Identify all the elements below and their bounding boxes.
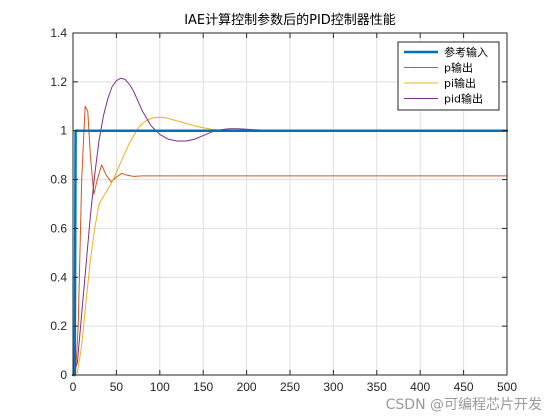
y-tick-label: 1 xyxy=(60,124,67,138)
chart-title: IAE计算控制参数后的PID控制器性能 xyxy=(184,12,396,28)
legend-label: 参考输入 xyxy=(444,45,488,59)
x-tick-label: 400 xyxy=(410,380,430,394)
x-tick-label: 150 xyxy=(193,380,213,394)
x-tick-label: 250 xyxy=(280,380,300,394)
watermark: CSDN @可编程芯片开发 xyxy=(385,397,542,413)
x-tick-label: 450 xyxy=(454,380,474,394)
x-tick-label: 200 xyxy=(237,380,257,394)
y-tick-label: 0.4 xyxy=(50,270,67,284)
x-tick-label: 300 xyxy=(323,380,343,394)
legend-label: pid输出 xyxy=(444,92,483,106)
y-tick-label: 0.6 xyxy=(50,221,67,235)
legend-label: pi输出 xyxy=(444,76,476,90)
axis-ticks: 0 50 100 150 200 250 300 350 400 450 500 0 0.2 0.4 0.6… xyxy=(50,26,517,394)
y-tick-label: 0.8 xyxy=(50,173,67,187)
legend-label: p输出 xyxy=(444,61,473,75)
y-tick-label: 0 xyxy=(60,368,67,382)
x-tick-label: 50 xyxy=(110,380,124,394)
y-tick-label: 1.2 xyxy=(50,75,67,89)
x-tick-label: 100 xyxy=(150,380,170,394)
y-tick-label: 0.2 xyxy=(50,319,67,333)
x-tick-label: 500 xyxy=(497,380,517,394)
y-tick-label: 1.4 xyxy=(50,26,67,40)
x-tick-label: 0 xyxy=(70,380,77,394)
x-tick-label: 350 xyxy=(367,380,387,394)
